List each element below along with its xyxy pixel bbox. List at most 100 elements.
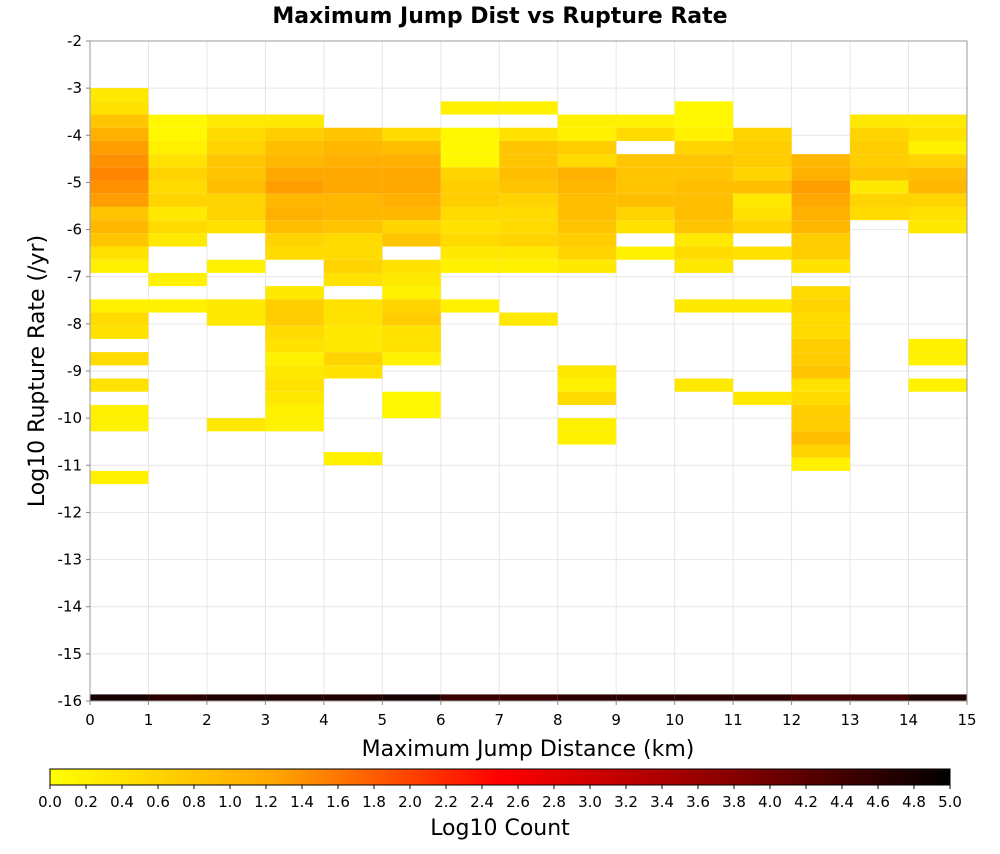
heatmap-cell xyxy=(440,220,500,234)
colorbar-tick-label: 4.4 xyxy=(830,793,854,811)
x-tick-label: 15 xyxy=(957,711,976,729)
heatmap-cell xyxy=(499,206,558,221)
heatmap-cell xyxy=(908,167,967,181)
heatmap-cell xyxy=(733,127,792,141)
colorbar-tick-label: 4.8 xyxy=(902,793,926,811)
heatmap-cell xyxy=(382,193,441,207)
heatmap-cell xyxy=(440,140,500,155)
heatmap-cell xyxy=(791,246,851,260)
x-tick-label: 11 xyxy=(724,711,743,729)
heatmap-cell xyxy=(323,246,383,260)
heatmap-cell xyxy=(557,378,617,392)
heatmap-cell xyxy=(733,167,792,181)
heatmap-cell xyxy=(323,272,383,287)
chart-title: Maximum Jump Dist vs Rupture Rate xyxy=(272,4,727,29)
heatmap-cell xyxy=(908,378,967,392)
heatmap-cell xyxy=(791,391,851,405)
heatmap-cell xyxy=(908,338,967,353)
heatmap-cell xyxy=(674,154,734,168)
x-tick-label: 10 xyxy=(665,711,684,729)
heatmap-cell xyxy=(90,140,149,155)
heatmap-cell xyxy=(616,246,675,260)
heatmap-cell xyxy=(791,193,851,207)
heatmap-cell xyxy=(265,325,324,339)
heatmap-cell xyxy=(206,206,266,221)
colorbar-tick-label: 0.6 xyxy=(146,793,170,811)
heatmap-cell xyxy=(90,101,149,115)
colorbar-tick-label: 1.6 xyxy=(326,793,350,811)
heatmap-cell xyxy=(90,127,149,141)
heatmap-cell xyxy=(148,127,207,141)
x-tick-label: 2 xyxy=(202,711,212,729)
heatmap-cell xyxy=(791,378,851,392)
heatmap-cell xyxy=(382,404,441,419)
heatmap-cell xyxy=(674,299,734,313)
heatmap-cell xyxy=(557,233,617,247)
heatmap-cell xyxy=(440,206,500,221)
heatmap-cell xyxy=(791,286,851,300)
heatmap-cell xyxy=(791,206,851,221)
heatmap-cell xyxy=(323,365,383,379)
heatmap-cell xyxy=(791,404,851,419)
y-tick-label: -15 xyxy=(58,645,83,663)
heatmap-cell xyxy=(382,352,441,366)
heatmap-cell xyxy=(791,444,851,458)
heatmap-cell xyxy=(148,220,207,234)
heatmap-cell xyxy=(850,180,909,194)
heatmap-cell xyxy=(674,246,734,260)
heatmap-cell xyxy=(674,127,734,141)
heatmap-cell xyxy=(440,694,500,701)
y-axis-label: Log10 Rupture Rate (/yr) xyxy=(25,235,50,507)
colorbar-tick-label: 2.4 xyxy=(470,793,494,811)
heatmap-cell xyxy=(791,259,851,273)
heatmap-cell xyxy=(148,206,207,221)
heatmap-cell xyxy=(90,404,149,419)
colorbar-tick-label: 3.8 xyxy=(722,793,746,811)
heatmap-cell xyxy=(323,694,383,701)
heatmap-cell xyxy=(206,694,266,701)
heatmap-cell xyxy=(557,180,617,194)
heatmap-cell xyxy=(791,352,851,366)
heatmap-cell xyxy=(908,127,967,141)
heatmap-cell xyxy=(90,312,149,326)
heatmap-cell xyxy=(90,233,149,247)
heatmap-cell xyxy=(382,259,441,273)
heatmap-cell xyxy=(206,299,266,313)
heatmap-cell xyxy=(382,154,441,168)
heatmap-cell xyxy=(90,206,149,221)
y-tick-label: -2 xyxy=(67,32,82,50)
heatmap-cell xyxy=(557,167,617,181)
heatmap-cell xyxy=(382,220,441,234)
heatmap-cell xyxy=(791,365,851,379)
colorbar-tick-label: 3.4 xyxy=(650,793,674,811)
heatmap-cell xyxy=(791,694,851,701)
heatmap-cell xyxy=(148,114,207,128)
heatmap-cell xyxy=(557,220,617,234)
heatmap-cell xyxy=(323,127,383,141)
colorbar-tick-label: 2.6 xyxy=(506,793,530,811)
heatmap-cell xyxy=(791,167,851,181)
heatmap-cell xyxy=(850,140,909,155)
heatmap-cell xyxy=(148,140,207,155)
heatmap-cell xyxy=(265,193,324,207)
x-tick-label: 3 xyxy=(261,711,271,729)
heatmap-cell xyxy=(382,312,441,326)
heatmap-cell xyxy=(674,220,734,234)
heatmap-cell xyxy=(791,312,851,326)
colorbar-tick-label: 4.6 xyxy=(866,793,890,811)
heatmap-cell xyxy=(90,259,149,273)
heatmap-cell xyxy=(265,114,324,128)
heatmap-cell xyxy=(382,391,441,405)
heatmap-cell xyxy=(382,299,441,313)
heatmap-cell xyxy=(499,127,558,141)
heatmap-cell xyxy=(733,246,792,260)
heatmap-cell xyxy=(265,378,324,392)
x-tick-label: 1 xyxy=(144,711,154,729)
heatmap-cell xyxy=(557,127,617,141)
heatmap-cell xyxy=(499,101,558,115)
heatmap-cell xyxy=(323,206,383,221)
heatmap-cell xyxy=(265,286,324,300)
heatmap-cell xyxy=(148,694,207,701)
heatmap-cell xyxy=(791,338,851,353)
heatmap-cell xyxy=(557,140,617,155)
